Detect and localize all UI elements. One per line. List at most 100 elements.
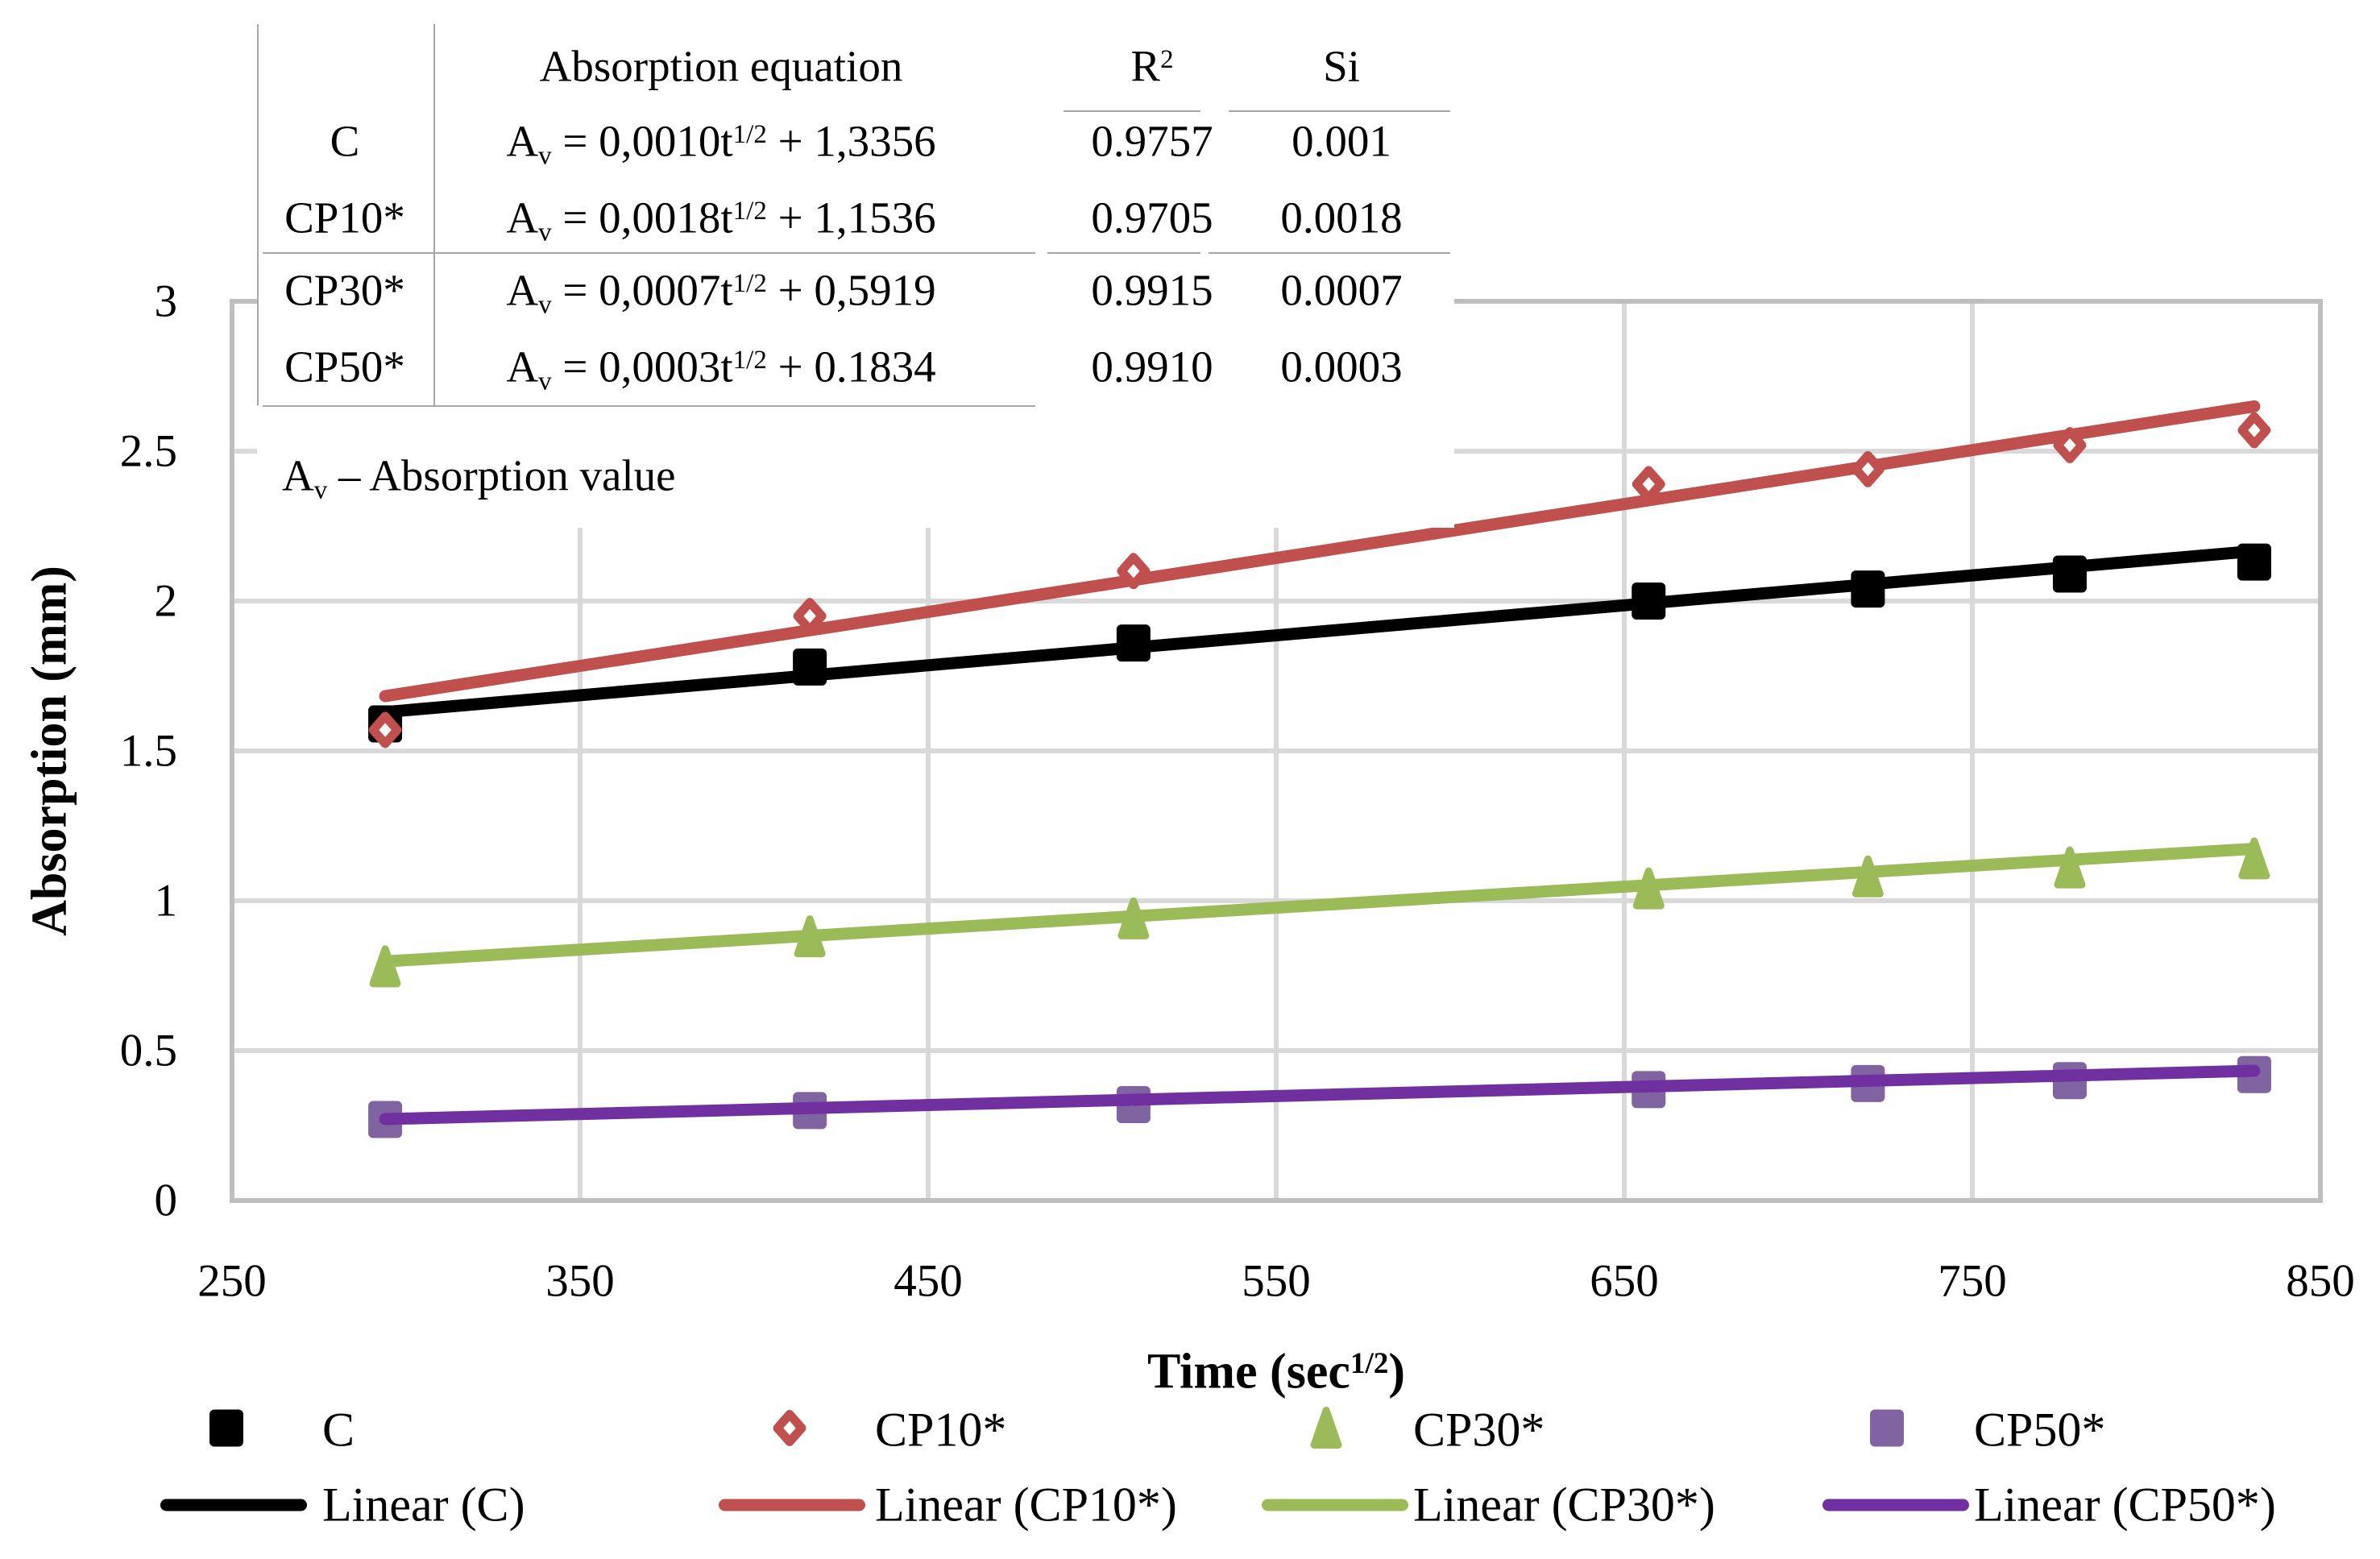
table-cell-name: CP50* [284,342,405,392]
marker-CP30* [2238,837,2270,880]
table-cell-equation: Av = 0,0003t1/2 + 0.1834 [506,342,935,395]
legend-marker-icon [773,1410,806,1446]
marker-CP10* [1632,466,1665,503]
table-cell-r2: 0.9915 [1091,265,1213,315]
legend-marker-CP30* [1290,1396,1362,1465]
legend-marker-C [190,1396,263,1465]
table-rule [263,252,1035,254]
marker-legend-CP30* [1310,1407,1342,1449]
series-markers-CP10* [368,412,2271,748]
y-tick-1.5: 1.5 [119,725,177,777]
legend-label-CP50*: CP50* [1974,1403,2106,1457]
legend-marker-icon [1870,1409,1904,1447]
legend-line-swatch-Linear (CP30*) [1262,1499,1408,1511]
equation-part: + 0,5919 [766,265,936,315]
marker-C [1116,624,1151,662]
table-cell-equation: Av = 0,0010t1/2 + 1,3356 [506,116,935,171]
marker-legend-C [209,1409,243,1447]
y-tick-0: 0 [154,1175,178,1226]
equation-part: A [506,342,539,392]
equation-part: 1/2 [732,346,767,375]
table-header-r2: R2 [1130,41,1173,92]
table-border-left [257,24,259,405]
equation-part: A [506,193,539,243]
x-axis-title: Time (sec1/2) [1147,1344,1405,1401]
legend-label-C: C [322,1403,355,1457]
trendline-C [379,545,2261,719]
legend-label-CP30*: CP30* [1413,1403,1545,1457]
table-cell-name: CP10* [284,193,405,243]
legend-label-Linear (CP30*): Linear (CP30*) [1413,1478,1715,1532]
table-rule [1064,110,1200,112]
table-cell-si: 0.0003 [1280,342,1403,392]
equation-part: + 1,1536 [766,193,936,243]
series-markers-CP30* [369,837,2270,988]
note-sub: v [313,475,328,505]
table-rule [1229,110,1450,112]
table-border-col1 [433,24,435,405]
marker-CP30* [369,945,401,988]
x-tick-350: 350 [545,1255,615,1307]
legend-marker-icon [209,1409,243,1447]
marker-legend-CP50* [1870,1409,1904,1447]
equation-part: A [506,265,539,315]
y-tick-3: 3 [154,276,178,327]
note-rest: – Absorption value [327,450,676,500]
equation-part: = 0,0010t [551,116,733,166]
equation-part: = 0,0018t [551,193,733,243]
legend-line-swatch-Linear (C) [160,1499,307,1511]
equation-part: v [538,141,552,171]
equation-part: v [538,367,552,396]
table-rule [1047,252,1200,254]
marker-CP30* [1851,855,1884,898]
marker-CP30* [2054,846,2086,889]
legend-label-Linear (CP50*): Linear (CP50*) [1974,1478,2276,1532]
marker-legend-CP10* [773,1410,806,1446]
y-tick-0.5: 0.5 [119,1025,177,1076]
y-tick-2.5: 2.5 [119,425,177,477]
table-cell-r2: 0.9910 [1091,342,1213,392]
table-rule [1209,252,1450,254]
marker-CP10* [1851,450,1885,487]
r2-base: R [1130,41,1161,91]
x-axis-title-exponent: 1/2 [1350,1346,1389,1380]
trendline-CP50* [379,1064,2261,1126]
marker-CP10* [2053,427,2087,464]
note-base: A [282,450,314,500]
table-cell-equation: Av = 0,0018t1/2 + 1,1536 [506,193,936,246]
inset-table: Absorption equation R2 Si C Av = 0,0010t1… [257,12,1454,528]
table-cell-name: CP30* [284,265,405,315]
marker-CP30* [1117,897,1150,939]
equation-part: A [506,116,539,166]
marker-C [793,648,827,686]
marker-CP10* [1117,553,1151,590]
equation-part: 1/2 [732,120,767,149]
y-tick-2: 2 [154,575,178,627]
trendline-CP30* [379,842,2261,968]
equation-part: 1/2 [732,269,767,298]
legend-line-swatch-Linear (CP50*) [1822,1499,1969,1511]
equation-part: 1/2 [732,197,767,226]
marker-C [1851,570,1885,608]
equation-part: v [538,218,552,247]
legend-marker-icon [1310,1407,1342,1449]
x-tick-450: 450 [894,1255,963,1307]
x-tick-250: 250 [197,1255,267,1307]
marker-C [1632,583,1666,620]
x-tick-850: 850 [2286,1255,2355,1307]
marker-CP30* [1632,867,1665,910]
r2-sup: 2 [1160,45,1174,74]
table-cell-si: 0.0018 [1280,193,1403,243]
marker-CP10* [2237,412,2271,449]
x-tick-550: 550 [1242,1255,1311,1307]
table-cell-si: 0.001 [1292,116,1391,166]
table-cell-equation: Av = 0,0007t1/2 + 0,5919 [506,265,936,320]
marker-CP10* [793,598,827,635]
marker-CP30* [794,915,826,958]
equation-part: = 0,0007t [551,265,733,315]
x-axis-title-base: Time (sec [1146,1344,1350,1399]
table-rule [263,405,1035,407]
equation-part: v [538,290,552,320]
x-axis-title-close: ) [1388,1344,1406,1399]
